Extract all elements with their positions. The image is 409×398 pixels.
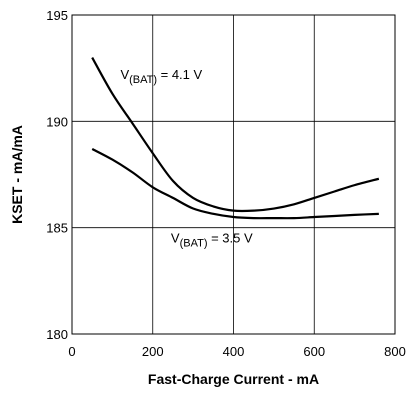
x-tick-label: 400 (223, 344, 245, 359)
x-tick-label: 800 (384, 344, 406, 359)
series-label-sub: (BAT) (129, 74, 157, 86)
y-tick-label: 195 (46, 8, 68, 23)
series-label-sub: (BAT) (180, 238, 208, 250)
y-tick-label: 185 (46, 221, 68, 236)
y-axis-label: KSET - mA/mA (9, 125, 25, 224)
series-label-v: V (171, 231, 180, 246)
series-label-rest: = 3.5 V (207, 231, 252, 246)
x-tick-label: 600 (303, 344, 325, 359)
series-line-3-5v (91, 148, 379, 220)
series-label-rest: = 4.1 V (157, 67, 202, 82)
series-line-4-1v (91, 56, 380, 213)
x-tick-label: 200 (142, 344, 164, 359)
x-tick-labels: 0 200 400 600 800 (68, 344, 405, 359)
x-axis-label: Fast-Charge Current - mA (148, 371, 319, 387)
y-tick-label: 190 (46, 114, 68, 129)
series-lines (91, 56, 380, 220)
y-tick-label: 180 (46, 327, 68, 342)
y-tick-labels: 180 185 190 195 (46, 8, 68, 342)
x-tick-label: 0 (68, 344, 75, 359)
grid-lines (72, 15, 395, 334)
plot-frame (71, 14, 396, 335)
series-label-v: V (120, 67, 129, 82)
series-label-4-1v: V(BAT) = 4.1 V (120, 67, 202, 86)
series-label-3-5v: V(BAT) = 3.5 V (171, 231, 253, 250)
